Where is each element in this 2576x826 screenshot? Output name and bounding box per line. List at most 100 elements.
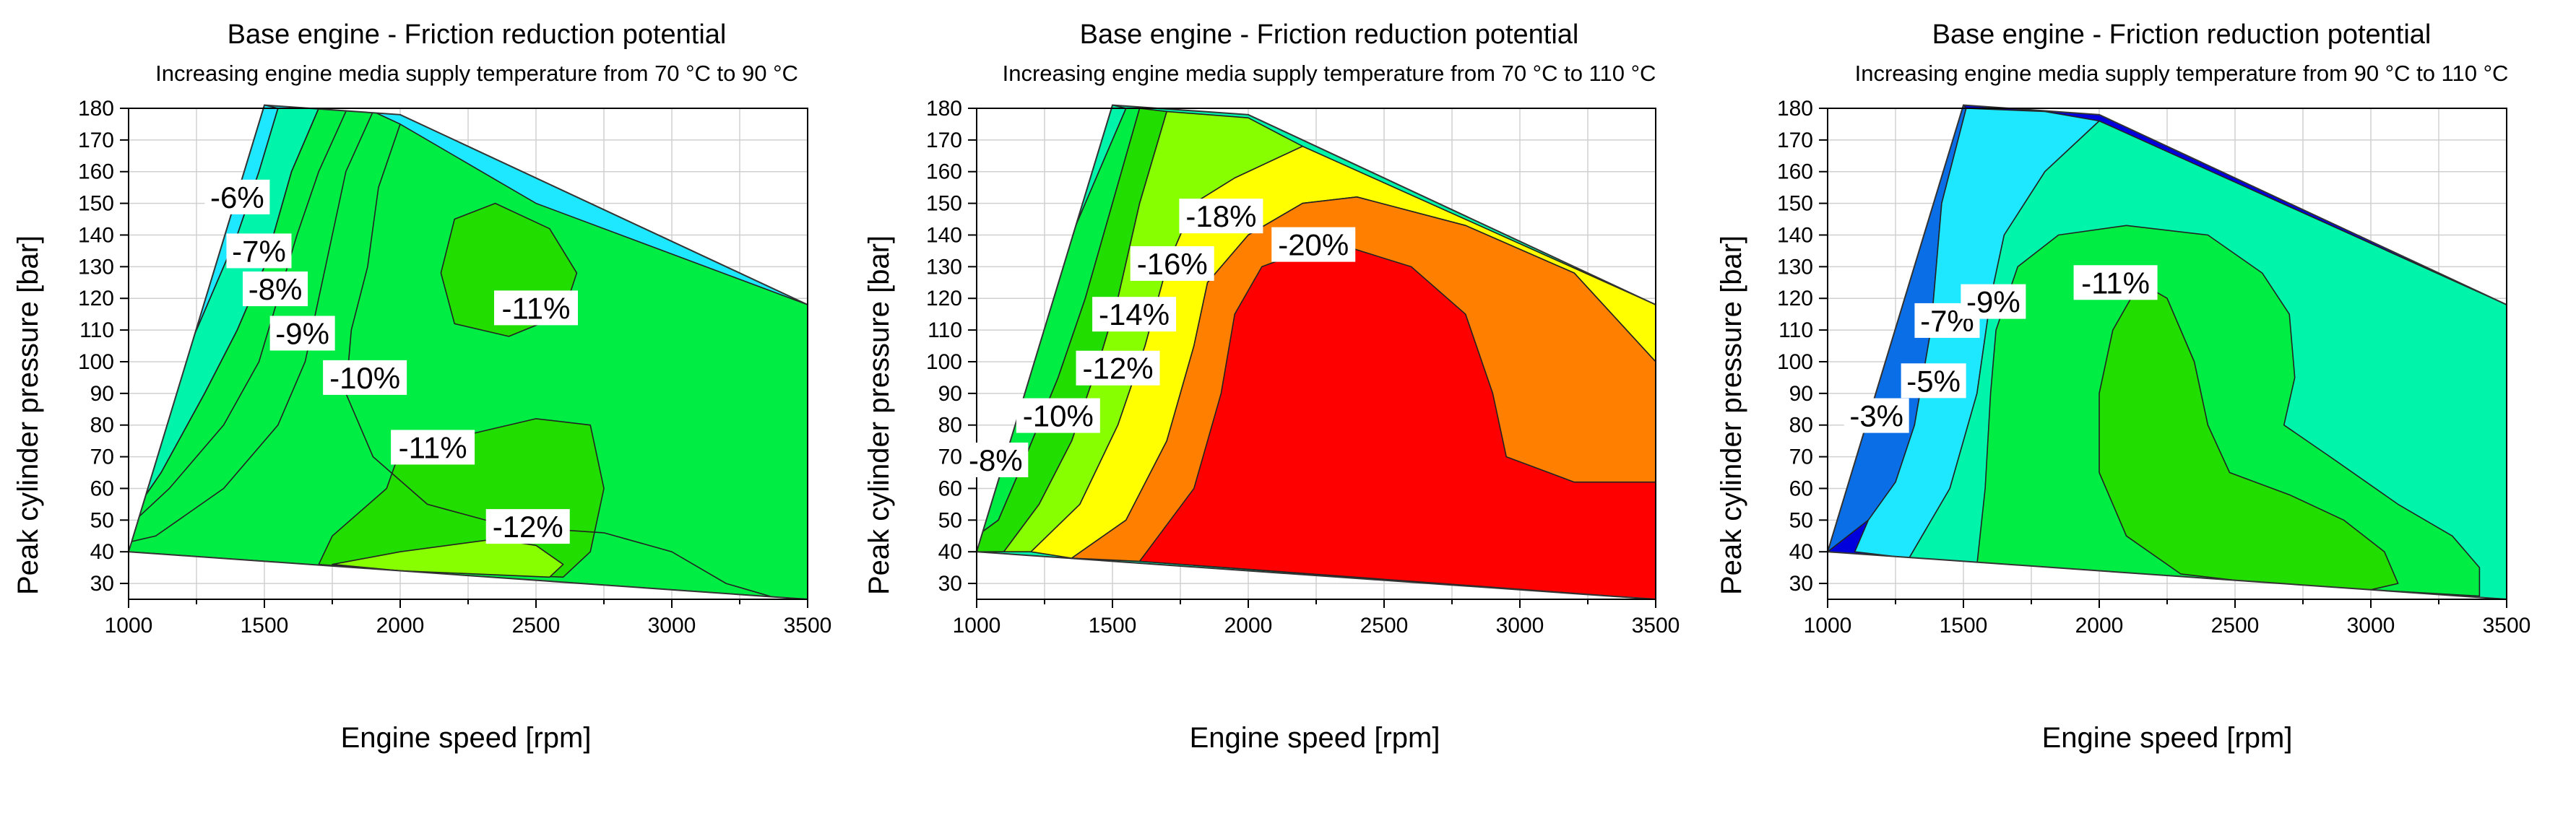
contour-label-text: -9% [275,316,329,350]
contour-label-box [1961,284,2026,319]
contour-label-box [243,271,308,307]
y-axis-label: Peak cylinder pressure [bar] [1716,235,1747,595]
y-tick-label: 100 [926,350,962,374]
contour-chart-1: 1000 1500 2000 2500 3000 3500 30 40 50 60 70 80 90 10… [12,19,831,754]
chart-title: Base engine - Friction reduction potenti… [1932,19,2432,50]
x-tick-label: 2000 [2075,614,2124,638]
domain-outline [127,104,808,601]
chart-subtitle: Increasing engine media supply temperatu… [155,61,798,86]
contour-label-text: -11% [502,291,571,325]
x-tick-label: 2000 [376,614,425,638]
contour-label-box [269,316,335,351]
y-tick-label: 30 [90,572,114,596]
y-tick-label: 80 [90,414,114,438]
x-tick-label: 1000 [953,614,1001,638]
contour-label-text: -20% [1278,228,1349,262]
contour-region-7 [1138,240,1656,600]
y-tick-label: 100 [1777,350,1813,374]
y-tick-label: 40 [90,540,114,564]
contour-label: -12% [485,509,570,544]
x-tick-label: 2000 [1224,614,1273,638]
contour-label-text: -10% [1023,399,1094,433]
x-tick-label: 1000 [1804,614,1852,638]
y-tick-label: 80 [1789,414,1813,438]
contour-label-text: -8% [248,272,303,306]
contour-label-text: -16% [1137,247,1208,281]
x-tick-label: 3500 [2483,614,2531,638]
contour-label-box [204,179,270,214]
contour-label-box [226,233,292,269]
contour-label-box [2073,265,2158,300]
y-tick-label: 130 [1777,255,1813,279]
contour-labels: -6% -7% -8% -9%-10% -11% -11% -12% [204,179,578,544]
contour-label-box [391,430,475,465]
contour-label: -10% [1016,398,1100,433]
x-tick-label: 3000 [648,614,696,638]
contour-line-3 [129,111,347,527]
domain-outline [975,104,1656,601]
y-tick-label: 90 [1789,382,1813,406]
x-tick-label: 2500 [512,614,561,638]
y-tick-label: 140 [926,223,962,247]
y-tick-label: 90 [90,382,114,406]
contour-label: -12% [1076,350,1160,386]
y-tick-label: 70 [938,445,962,469]
y-tick-label: 120 [78,287,114,310]
x-tick-label: 2500 [2211,614,2260,638]
contour-label: -18% [1179,199,1263,234]
contour-label-text: -10% [329,361,400,395]
contour-label-box [1016,398,1100,433]
axes: 1000 1500 2000 2500 3000 3500 30 40 50 60 70 80 90 10… [926,97,1680,638]
chart-subtitle: Increasing engine media supply temperatu… [1855,61,2509,86]
contour-label-box [1179,199,1263,234]
contour-label-box [494,290,578,326]
contour-label-text: -3% [1849,399,1903,433]
contour-label-box [1844,398,1909,433]
y-tick-label: 150 [78,192,114,216]
contour-label: -6% [204,179,270,214]
contour-chart-2: 1000 1500 2000 2500 3000 3500 30 40 50 60 70 80 90 10… [863,19,1680,754]
contour-label-box [1076,350,1160,386]
y-tick-label: 90 [938,382,962,406]
y-tick-label: 120 [1777,287,1813,310]
y-tick-label: 110 [1778,318,1813,342]
x-tick-label: 3000 [2347,614,2395,638]
y-tick-label: 160 [1777,160,1813,184]
contour-label: -14% [1092,297,1177,332]
x-tick-label: 1500 [1089,614,1137,638]
contour-regions [1828,105,2507,600]
contour-label-text: -12% [1082,352,1153,386]
y-tick-label: 50 [938,508,962,532]
x-axis-label: Engine speed [rpm] [341,722,592,754]
y-axis-label: Peak cylinder pressure [bar] [12,235,44,595]
y-tick-label: 100 [78,350,114,374]
contour-label: -9% [269,316,335,351]
y-tick-label: 40 [1789,540,1813,564]
chart-title: Base engine - Friction reduction potenti… [228,19,727,50]
contour-label-text: -11% [2081,266,2150,300]
y-tick-label: 180 [1777,97,1813,121]
y-tick-label: 30 [1789,572,1813,596]
contour-label: -11% [494,290,578,326]
y-tick-label: 110 [928,318,962,342]
contour-line-2 [129,108,319,521]
contour-label: -7% [226,233,292,269]
contour-labels: -3%-5%-7%-9%-11% [1844,265,2158,433]
y-tick-label: 110 [79,318,114,342]
y-tick-label: 170 [78,129,114,152]
y-tick-label: 30 [938,572,962,596]
contour-label: -16% [1130,245,1214,281]
contour-label-text: -14% [1099,297,1170,331]
y-tick-label: 170 [1777,129,1813,152]
x-tick-label: 3500 [1632,614,1680,638]
x-axis-label: Engine speed [rpm] [1190,722,1440,754]
contour-label-box [963,442,1029,477]
y-tick-label: 60 [90,477,114,500]
y-tick-label: 70 [1789,445,1813,469]
x-tick-label: 1000 [105,614,153,638]
y-tick-label: 160 [78,160,114,184]
x-tick-label: 2500 [1360,614,1409,638]
y-tick-label: 50 [1789,508,1813,532]
contour-label: -3% [1844,398,1909,433]
contour-label-text: -12% [493,510,563,544]
